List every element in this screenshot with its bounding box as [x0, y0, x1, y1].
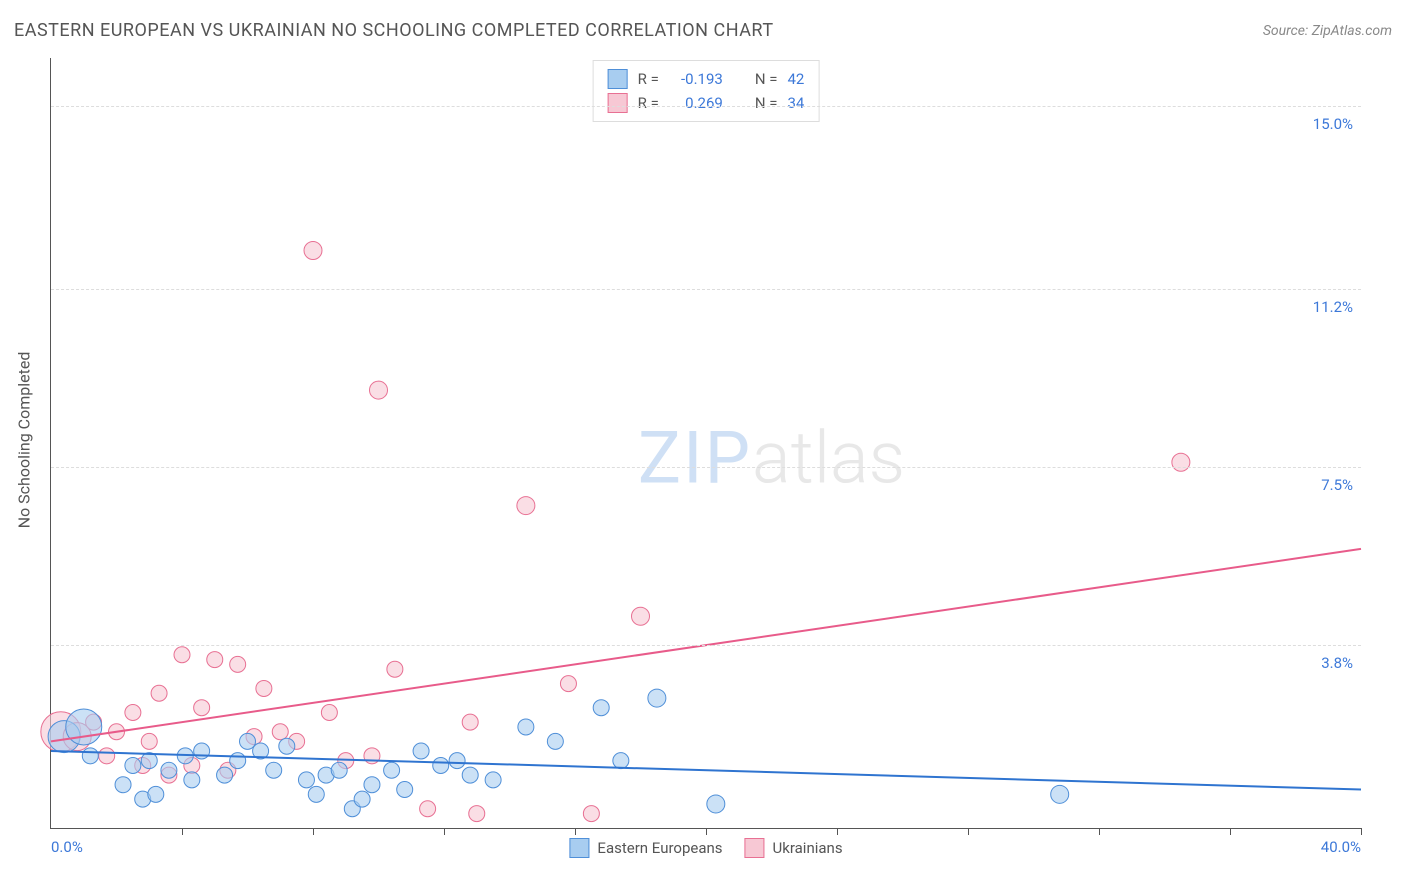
- y-tick-label: 15.0%: [1313, 115, 1353, 133]
- data-point: [384, 762, 400, 778]
- data-point: [82, 748, 98, 764]
- data-point: [370, 381, 388, 399]
- data-point: [66, 709, 102, 745]
- data-point: [279, 738, 295, 754]
- data-point: [304, 242, 322, 260]
- data-point: [207, 652, 223, 668]
- data-point: [125, 757, 141, 773]
- x-tick: [313, 828, 314, 835]
- swatch-ukrainian: [608, 93, 628, 113]
- data-point: [387, 661, 403, 677]
- data-point: [151, 685, 167, 701]
- data-point: [707, 795, 725, 813]
- gridline: [51, 467, 1361, 468]
- x-tick: [1230, 828, 1231, 835]
- data-point: [125, 705, 141, 721]
- data-point: [184, 772, 200, 788]
- data-point: [1051, 785, 1069, 803]
- x-tick: [575, 828, 576, 835]
- data-point: [161, 762, 177, 778]
- data-point: [433, 757, 449, 773]
- data-point: [115, 777, 131, 793]
- source-attribution: Source: ZipAtlas.com: [1263, 23, 1392, 39]
- correlation-legend: R = -0.193 N = 42 R = 0.269 N = 34: [593, 60, 820, 122]
- data-point: [148, 786, 164, 802]
- swatch-eastern: [608, 69, 628, 89]
- x-tick-label: 0.0%: [51, 838, 83, 856]
- swatch-ukrainian-icon: [745, 838, 765, 858]
- data-point: [547, 733, 563, 749]
- legend-item-eastern: Eastern Europeans: [569, 838, 722, 858]
- y-axis-label: No Schooling Completed: [15, 352, 34, 529]
- x-tick: [182, 828, 183, 835]
- y-tick-label: 7.5%: [1321, 476, 1353, 494]
- data-point: [256, 680, 272, 696]
- data-point: [469, 806, 485, 822]
- x-tick: [706, 828, 707, 835]
- regression-line: [51, 751, 1361, 790]
- data-point: [174, 647, 190, 663]
- data-point: [230, 656, 246, 672]
- data-point: [1172, 453, 1190, 471]
- data-point: [308, 786, 324, 802]
- data-point: [648, 689, 666, 707]
- x-tick: [1361, 828, 1362, 835]
- data-point: [266, 762, 282, 778]
- data-point: [99, 748, 115, 764]
- data-point: [354, 791, 370, 807]
- y-tick-label: 11.2%: [1313, 298, 1353, 316]
- data-point: [593, 700, 609, 716]
- x-tick-label: 40.0%: [1321, 838, 1361, 856]
- data-point: [462, 767, 478, 783]
- data-point: [560, 676, 576, 692]
- data-point: [364, 777, 380, 793]
- data-point: [517, 497, 535, 515]
- data-point: [217, 767, 233, 783]
- data-point: [632, 607, 650, 625]
- gridline: [51, 289, 1361, 290]
- data-point: [141, 733, 157, 749]
- data-point: [194, 743, 210, 759]
- data-point: [194, 700, 210, 716]
- data-point: [485, 772, 501, 788]
- x-tick: [1099, 828, 1100, 835]
- swatch-eastern-icon: [569, 838, 589, 858]
- data-point: [397, 782, 413, 798]
- data-point: [613, 753, 629, 769]
- data-point: [298, 772, 314, 788]
- chart-title: EASTERN EUROPEAN VS UKRAINIAN NO SCHOOLI…: [14, 20, 774, 41]
- scatter-plot: ZIPatlas R = -0.193 N = 42 R = 0.269 N =…: [50, 58, 1361, 829]
- data-point: [420, 801, 436, 817]
- data-point: [413, 743, 429, 759]
- x-tick: [968, 828, 969, 835]
- data-point: [272, 724, 288, 740]
- data-point: [230, 753, 246, 769]
- data-point: [449, 753, 465, 769]
- x-tick: [837, 828, 838, 835]
- data-point: [321, 705, 337, 721]
- series-legend: Eastern Europeans Ukrainians: [569, 838, 842, 858]
- data-point: [462, 714, 478, 730]
- gridline: [51, 106, 1361, 107]
- legend-row-ukrainian: R = 0.269 N = 34: [608, 91, 805, 115]
- data-point: [240, 733, 256, 749]
- legend-item-ukrainian: Ukrainians: [745, 838, 843, 858]
- x-tick: [444, 828, 445, 835]
- data-point: [518, 719, 534, 735]
- plot-svg: [51, 58, 1361, 828]
- legend-row-eastern: R = -0.193 N = 42: [608, 67, 805, 91]
- y-tick-label: 3.8%: [1321, 654, 1353, 672]
- data-point: [583, 806, 599, 822]
- data-point: [331, 762, 347, 778]
- gridline: [51, 645, 1361, 646]
